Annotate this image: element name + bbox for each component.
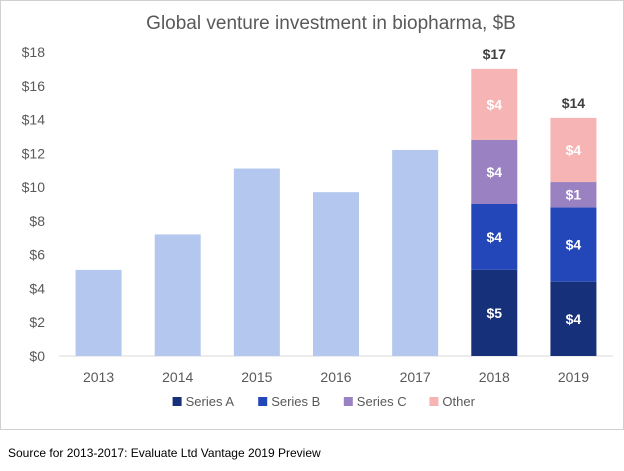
data-label: $4 [486, 96, 502, 112]
data-labels: $5 $4 $4 $4 $17 $4 $4 $1 $4 $14 [483, 46, 586, 327]
data-label: $1 [566, 187, 582, 203]
y-tick-label: $16 [22, 78, 46, 94]
bar-2013 [75, 269, 122, 356]
y-tick-label: $14 [22, 112, 46, 128]
chart-frame: Global venture investment in biopharma, … [0, 0, 624, 430]
y-tick-label: $0 [29, 348, 45, 364]
bar-2014 [154, 234, 201, 356]
data-label: $4 [566, 142, 582, 158]
legend-label-series-b: Series B [271, 394, 320, 409]
legend-label-other: Other [442, 394, 475, 409]
x-tick-label: 2018 [479, 369, 510, 385]
bar-segment-series-b-2019 [550, 207, 597, 282]
x-tick-label: 2019 [558, 369, 589, 385]
y-tick-label: $2 [29, 314, 45, 330]
x-tick-label: 2016 [320, 369, 351, 385]
bar-segment-series-b-2018 [471, 204, 518, 270]
data-label: $4 [486, 164, 502, 180]
legend-label-series-a: Series A [186, 394, 235, 409]
data-label: $4 [486, 229, 502, 245]
chart-title: Global venture investment in biopharma, … [146, 13, 516, 34]
y-tick-label: $4 [29, 280, 45, 296]
y-tick-label: $8 [29, 213, 45, 229]
legend-swatch-series-b [258, 397, 268, 406]
bar-segment-series-a-2018 [471, 269, 518, 356]
bar-segment-series-a-2019 [550, 281, 597, 356]
x-tick-label: 2017 [400, 369, 431, 385]
data-label: $4 [566, 237, 582, 253]
bar-segment-series-c-2018 [471, 139, 518, 204]
bar-segment-other-2018 [471, 68, 518, 140]
y-tick-label: $12 [22, 145, 46, 161]
bar-2015 [233, 168, 280, 356]
bar-2017 [392, 149, 439, 356]
legend-label-series-c: Series C [357, 394, 407, 409]
bar-2016 [313, 192, 359, 356]
x-tick-label: 2015 [241, 369, 272, 385]
y-tick-label: $18 [22, 44, 46, 60]
x-tick-label: 2014 [162, 369, 193, 385]
y-axis: $0 $2 $4 $6 $8 $10 $12 $14 $16 $18 [22, 44, 46, 364]
bars [75, 68, 597, 356]
bar-chart: Global venture investment in biopharma, … [22, 13, 613, 409]
data-label: $4 [566, 311, 582, 327]
data-label: $5 [486, 305, 502, 321]
legend-swatch-series-a [172, 397, 182, 406]
x-tick-label: 2013 [83, 369, 114, 385]
total-label: $17 [483, 46, 507, 62]
legend-swatch-other [429, 397, 439, 406]
bar-segment-series-c-2019 [550, 182, 597, 208]
bar-segment-other-2019 [550, 117, 597, 183]
legend-swatch-series-c [343, 397, 353, 406]
total-label: $14 [562, 95, 586, 111]
legend: Series A Series B Series C Other [172, 394, 476, 409]
y-tick-label: $6 [29, 247, 45, 263]
x-axis: 2013 2014 2015 2016 2017 2018 2019 [59, 355, 613, 385]
source-note: Source for 2013-2017: Evaluate Ltd Vanta… [8, 446, 321, 460]
y-tick-label: $10 [22, 179, 46, 195]
